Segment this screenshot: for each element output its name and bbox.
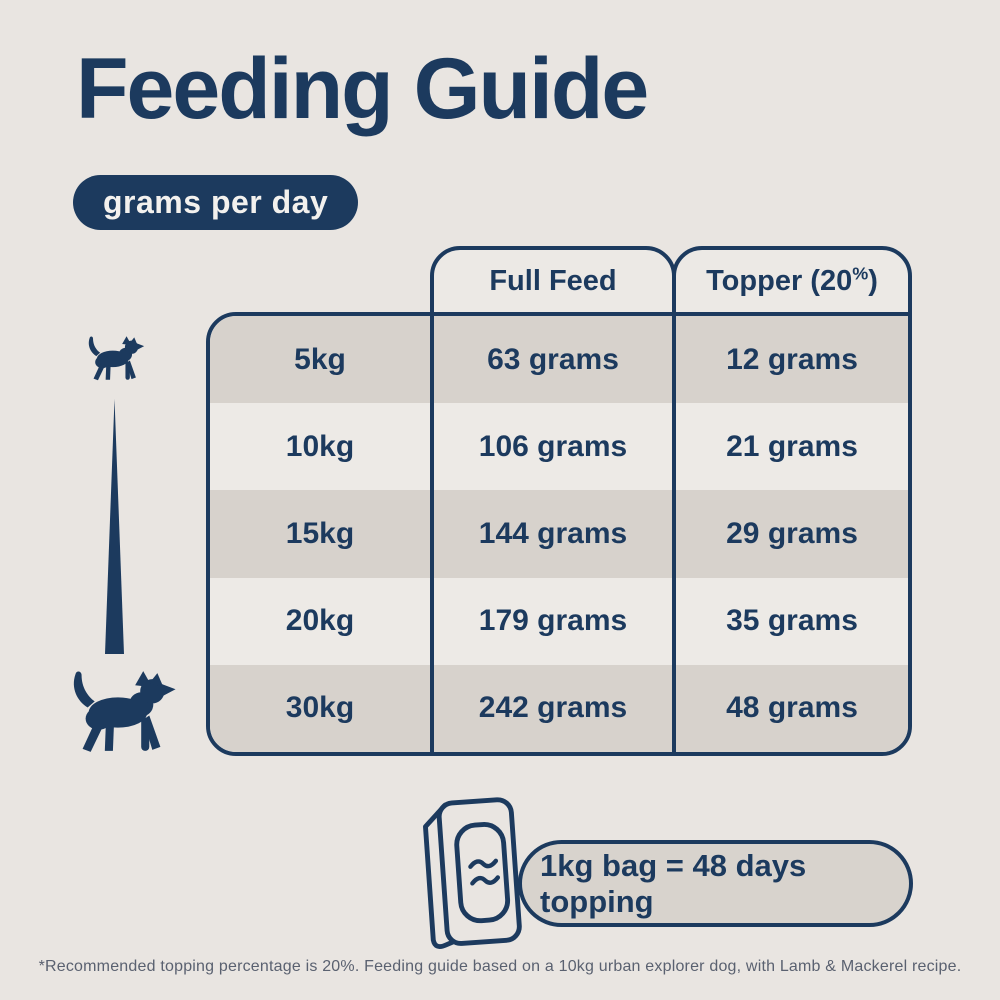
table-row: 10kg 106 grams 21 grams — [210, 403, 908, 491]
full-feed-cell: 63 grams — [430, 316, 672, 404]
bag-callout-pill: 1kg bag = 48 days topping — [518, 840, 913, 927]
table-row: 20kg 179 grams 35 grams — [210, 577, 908, 665]
percent-superscript: % — [852, 262, 869, 283]
weight-cell: 15kg — [285, 517, 355, 550]
weight-cell: 10kg — [285, 429, 355, 463]
badge-label: grams per day — [103, 184, 329, 220]
topper-cell: 21 grams — [672, 403, 908, 491]
table-row: 30kg 242 grams 48 grams — [210, 664, 908, 752]
full-feed-label: Full Feed — [489, 264, 617, 297]
topper-cell: 12 grams — [672, 316, 908, 404]
table-row: 15kg 144 grams 29 grams — [210, 490, 908, 578]
feeding-table: 5kg 63 grams 12 grams 10kg 106 grams 21 … — [206, 312, 912, 756]
weight-cell: 5kg — [294, 342, 346, 376]
large-dog-icon — [73, 671, 176, 752]
size-scale-wedge — [105, 399, 124, 654]
topper-cell: 48 grams — [672, 664, 908, 752]
bag-callout-text: 1kg bag = 48 days topping — [540, 847, 807, 919]
small-dog-icon — [88, 336, 145, 381]
grams-per-day-badge: grams per day — [73, 175, 359, 230]
table-row: 5kg 63 grams 12 grams — [210, 316, 908, 404]
page-title: Feeding Guide — [76, 41, 649, 137]
column-header-full-feed: Full Feed — [430, 246, 676, 316]
footnote-text: *Recommended topping percentage is 20%. … — [38, 958, 962, 975]
full-feed-cell: 144 grams — [430, 490, 672, 578]
full-feed-cell: 242 grams — [430, 664, 672, 752]
topper-cell: 29 grams — [672, 490, 908, 578]
topper-label: Topper (20%) — [706, 262, 878, 297]
weight-cell: 20kg — [285, 604, 355, 638]
topper-cell: 35 grams — [672, 577, 908, 665]
full-feed-cell: 179 grams — [430, 577, 672, 665]
full-feed-cell: 106 grams — [430, 403, 672, 491]
food-bag-icon — [423, 797, 522, 949]
weight-cell: 30kg — [285, 691, 355, 725]
column-header-topper: Topper (20%) — [672, 246, 912, 316]
